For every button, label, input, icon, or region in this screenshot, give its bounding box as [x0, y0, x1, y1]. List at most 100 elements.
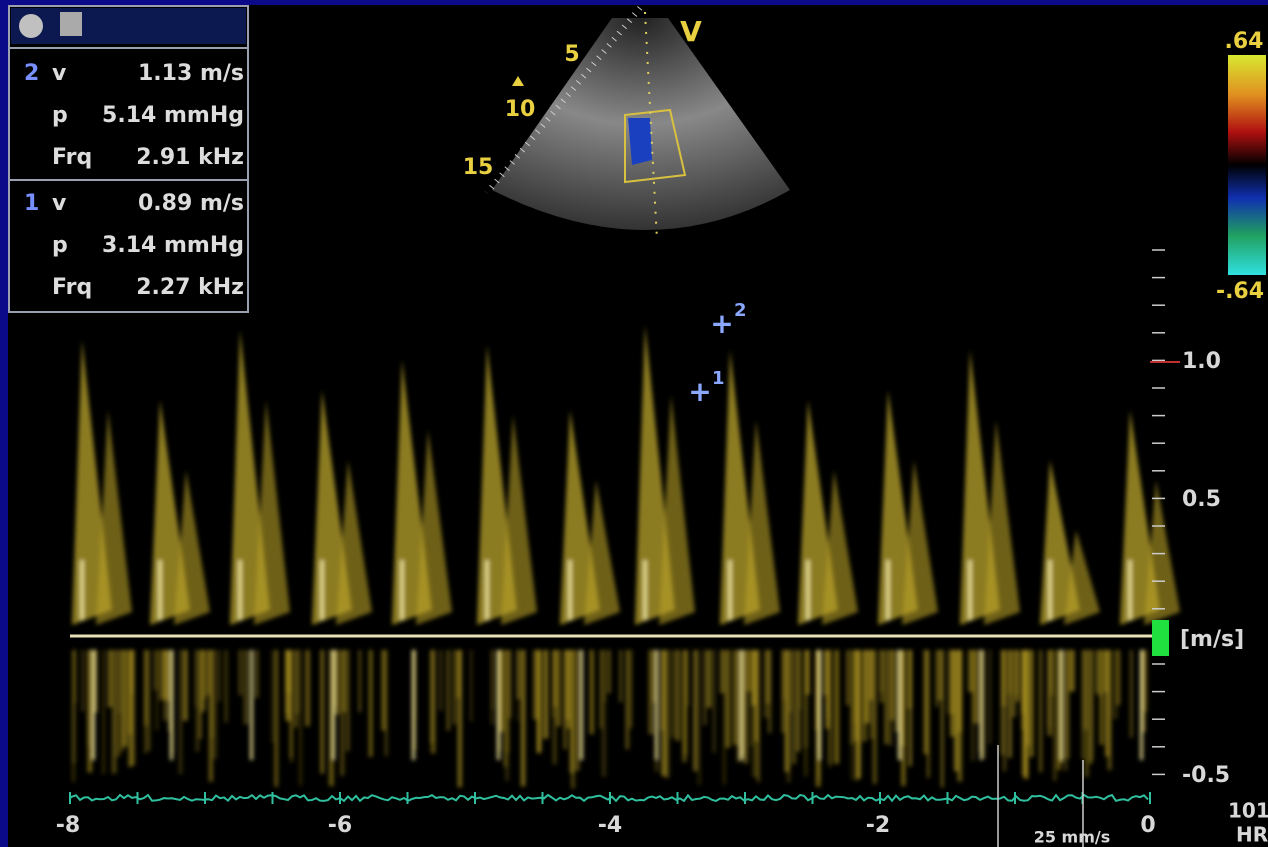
streak — [250, 650, 253, 760]
noise — [553, 650, 557, 764]
noise — [321, 650, 324, 774]
streak — [170, 650, 173, 760]
menu-icon[interactable] — [60, 12, 82, 36]
noise — [204, 650, 206, 699]
noise — [72, 650, 75, 763]
noise — [274, 650, 278, 787]
streak — [643, 560, 647, 620]
noise — [803, 650, 808, 748]
noise — [385, 650, 387, 756]
noise — [239, 650, 242, 695]
streak — [568, 560, 572, 620]
noise — [895, 650, 898, 732]
noise — [458, 650, 462, 787]
noise — [218, 650, 221, 702]
noise — [590, 650, 594, 734]
measurement-label: v — [52, 191, 67, 216]
noise — [305, 650, 310, 726]
streak — [740, 650, 743, 760]
noise — [693, 650, 697, 771]
noise — [1008, 650, 1011, 758]
noise — [854, 650, 858, 741]
noise — [751, 650, 756, 706]
noise — [880, 650, 883, 703]
noise — [707, 650, 712, 708]
noise — [989, 650, 991, 744]
streak — [1060, 650, 1063, 760]
streak — [320, 560, 324, 620]
streak — [1140, 650, 1143, 760]
noise — [183, 650, 188, 721]
noise — [207, 650, 209, 695]
streak — [728, 560, 732, 620]
noise — [873, 650, 877, 784]
noise — [789, 650, 792, 712]
noise — [255, 650, 258, 698]
noise — [619, 650, 622, 702]
time-label: -2 — [866, 813, 890, 838]
noise — [602, 650, 606, 777]
noise — [564, 650, 566, 749]
color-flow — [628, 118, 652, 165]
noise — [470, 650, 473, 722]
streak — [80, 560, 84, 620]
noise — [201, 650, 204, 712]
noise — [1096, 650, 1098, 694]
noise — [1098, 650, 1101, 697]
measurement-value: 1.13 m/s — [138, 61, 244, 86]
noise — [576, 650, 580, 771]
noise — [1000, 650, 1005, 755]
noise — [884, 650, 888, 744]
time-label: -4 — [598, 813, 622, 838]
stop-icon[interactable] — [19, 14, 43, 38]
noise — [1105, 650, 1109, 757]
noise — [102, 650, 104, 774]
noise — [1089, 650, 1093, 764]
noise — [132, 650, 135, 765]
noise — [557, 650, 561, 726]
noise — [661, 650, 666, 776]
noise — [608, 650, 610, 693]
noise — [285, 650, 288, 714]
noise — [785, 650, 790, 772]
time-label: -6 — [328, 813, 352, 838]
noise — [195, 650, 198, 707]
panel-header[interactable] — [11, 8, 246, 44]
streak — [1048, 560, 1052, 620]
noise — [652, 650, 656, 703]
sweep-speed: 25 mm/s — [1034, 828, 1111, 847]
streak — [980, 650, 983, 760]
mode-label: V — [680, 15, 702, 48]
velocity-label: 0.5 — [1182, 487, 1221, 512]
noise — [698, 650, 701, 785]
noise — [846, 650, 848, 705]
measurement-value: 5.14 mmHg — [102, 103, 244, 128]
velocity-label: 1.0 — [1182, 349, 1221, 374]
noise — [1030, 650, 1034, 757]
measurement-panel: 2v1.13 m/sp5.14 mmHgFrq2.91 kHz1v0.89 m/… — [9, 6, 248, 312]
noise — [936, 650, 938, 707]
noise — [826, 650, 829, 718]
noise — [733, 650, 738, 745]
streak — [898, 650, 901, 760]
noise — [340, 650, 344, 776]
streak — [158, 560, 162, 620]
measurement-label: p — [52, 233, 68, 258]
measurement-label: Frq — [52, 275, 92, 300]
noise — [1053, 650, 1056, 781]
streak — [238, 560, 242, 620]
color-bar — [1228, 55, 1266, 275]
noise — [1039, 650, 1042, 772]
noise — [950, 650, 954, 737]
noise — [381, 650, 385, 731]
noise — [517, 650, 520, 699]
noise — [1065, 650, 1069, 759]
noise — [154, 650, 158, 690]
streak — [818, 650, 821, 760]
noise — [974, 650, 979, 724]
measurement-value: 2.91 kHz — [136, 145, 244, 170]
noise — [908, 650, 912, 709]
noise — [683, 650, 688, 755]
measurement-index: 1 — [24, 191, 39, 216]
noise — [504, 650, 507, 767]
